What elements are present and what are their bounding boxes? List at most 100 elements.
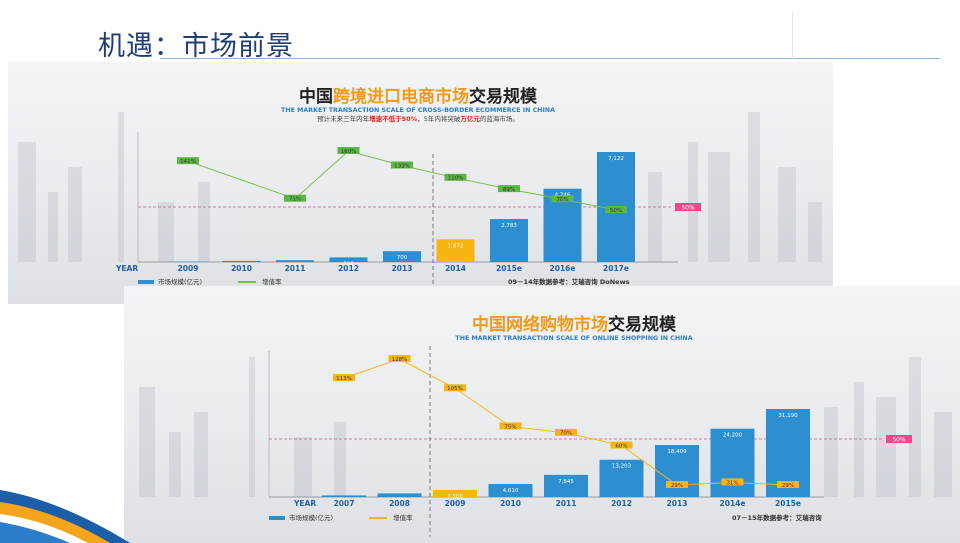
growth-rate-label: 128% — [392, 357, 408, 363]
chart-note-part: 预计未来三年内年 — [317, 114, 370, 123]
growth-rate-label: 60% — [615, 443, 627, 449]
x-axis-prefix: YEAR — [293, 499, 316, 508]
growth-rate-label: 50% — [610, 208, 622, 214]
bar-value-label: 18,409 — [667, 449, 687, 455]
growth-label-box — [391, 161, 413, 169]
skyline-building — [909, 357, 921, 497]
chart-source: 09－14年数据参考：艾瑞咨询 DoNews — [508, 277, 630, 286]
skyline-building — [68, 167, 82, 262]
growth-label-box — [498, 185, 520, 193]
bar-value-label: 120 — [290, 264, 301, 270]
bar-value-label: 2,500 — [447, 494, 463, 500]
bar-value-label: 1,281 — [392, 497, 408, 503]
skyline-backdrop — [139, 357, 952, 497]
growth-rate-label: 70% — [556, 197, 568, 203]
skyline-building — [118, 112, 124, 262]
corner-decoration — [0, 490, 130, 543]
skyline-building — [334, 422, 346, 497]
title-underline — [160, 58, 940, 59]
x-tick-label: 2009 — [445, 499, 466, 508]
skyline-building — [158, 202, 174, 262]
chart-title-part: 交易规模 — [608, 314, 677, 335]
bar-value-label: 20 — [185, 266, 192, 272]
chart-title-part: 跨境进口电商市场 — [333, 86, 469, 107]
reference-badge — [886, 435, 912, 443]
chart-note-part: 万亿元 — [459, 114, 480, 123]
chart-title: 中国网络购物市场交易规模 — [472, 314, 677, 335]
slide-title: 机遇：市场前景 — [98, 31, 294, 62]
bar — [488, 483, 533, 497]
chart-source: 07－15年数据参考：艾瑞咨询 — [732, 513, 822, 522]
bar-value-label: 1,472 — [448, 243, 464, 249]
chart-subtitle: THE MARKET TRANSACTION SCALE OF ONLINE S… — [455, 335, 692, 342]
growth-label-box — [333, 374, 355, 382]
legend-line-label: 增值率 — [262, 277, 282, 286]
x-tick-label: 2016e — [550, 264, 576, 273]
chart-note-part: 的蓝海市场。 — [480, 114, 519, 123]
skyline-building — [876, 397, 896, 497]
bar-value-label: 31,190 — [778, 413, 798, 419]
skyline-building — [18, 142, 36, 262]
growth-label-box — [388, 355, 411, 362]
growth-rate-label: 133% — [394, 163, 410, 169]
bar-value-label: 7,845 — [558, 479, 574, 485]
skyline-building — [194, 412, 208, 497]
skyline-building — [808, 202, 822, 262]
growth-rate-label: 160% — [341, 149, 357, 155]
bar — [377, 493, 422, 497]
reference-label: 50% — [681, 204, 695, 211]
growth-rate-label: 141% — [180, 159, 196, 165]
skyline-building — [824, 407, 838, 497]
bar — [544, 474, 588, 497]
bar-value-label: 13,203 — [612, 464, 632, 470]
growth-label-box — [555, 428, 577, 436]
bar-value-label: 7,122 — [608, 156, 624, 162]
skyline-building — [854, 382, 864, 497]
bar — [222, 260, 261, 262]
growth-label-box — [777, 481, 799, 488]
growth-rate-label: 113% — [336, 376, 352, 382]
bar — [710, 428, 755, 497]
growth-label-box — [551, 195, 574, 203]
divider-line — [792, 12, 793, 60]
bar-value-label: 4,610 — [503, 488, 519, 494]
bar — [276, 260, 314, 262]
x-tick-label: 2011 — [556, 499, 577, 508]
x-tick-label: 2015e — [496, 264, 522, 273]
growth-label-box — [610, 441, 633, 449]
growth-label-box — [284, 194, 306, 202]
growth-rate-label: 75% — [504, 424, 516, 430]
skyline-building — [139, 387, 155, 497]
skyline-building — [934, 412, 952, 497]
x-axis-prefix: YEAR — [115, 264, 138, 273]
growth-rate-label: 29% — [671, 483, 683, 489]
legend-bar-swatch — [269, 516, 285, 520]
bar — [322, 495, 366, 497]
chart-note: 预计未来三年内年增速不低于50%，5年内将突破万亿元的蓝海市场。 — [317, 114, 519, 123]
chart-panel-cross-border: 中国跨境进口电商市场交易规模 THE MARKET TRANSACTION SCA… — [8, 62, 833, 304]
chart-subtitle: THE MARKET TRANSACTION SCALE OF CROSS-BO… — [281, 107, 555, 114]
bar — [599, 459, 644, 497]
chart-title-part: 交易规模 — [469, 86, 538, 107]
bar-value-label: 24,200 — [723, 433, 743, 439]
x-tick-label: 2012 — [338, 264, 359, 273]
x-tick-label: 2015e — [775, 499, 801, 508]
x-tick-label: 2010 — [231, 264, 252, 273]
bar-value-label: 700 — [397, 255, 408, 261]
growth-label-box — [605, 206, 627, 213]
x-tick-label: 2007 — [334, 499, 355, 508]
growth-rate-label: 71% — [289, 197, 301, 203]
bar-value-label: 561 — [339, 499, 350, 505]
bar — [329, 257, 368, 262]
skyline-building — [648, 172, 662, 262]
x-tick-label: 2010 — [500, 499, 521, 508]
x-tick-label: 2009 — [178, 264, 199, 273]
growth-rate-label: 105% — [447, 386, 463, 392]
reference-label: 50% — [892, 436, 906, 443]
skyline-building — [169, 432, 181, 497]
skyline-building — [688, 142, 698, 262]
growth-label-box — [444, 173, 467, 181]
skyline-building — [778, 167, 796, 262]
legend-line-label: 增值率 — [393, 513, 413, 522]
